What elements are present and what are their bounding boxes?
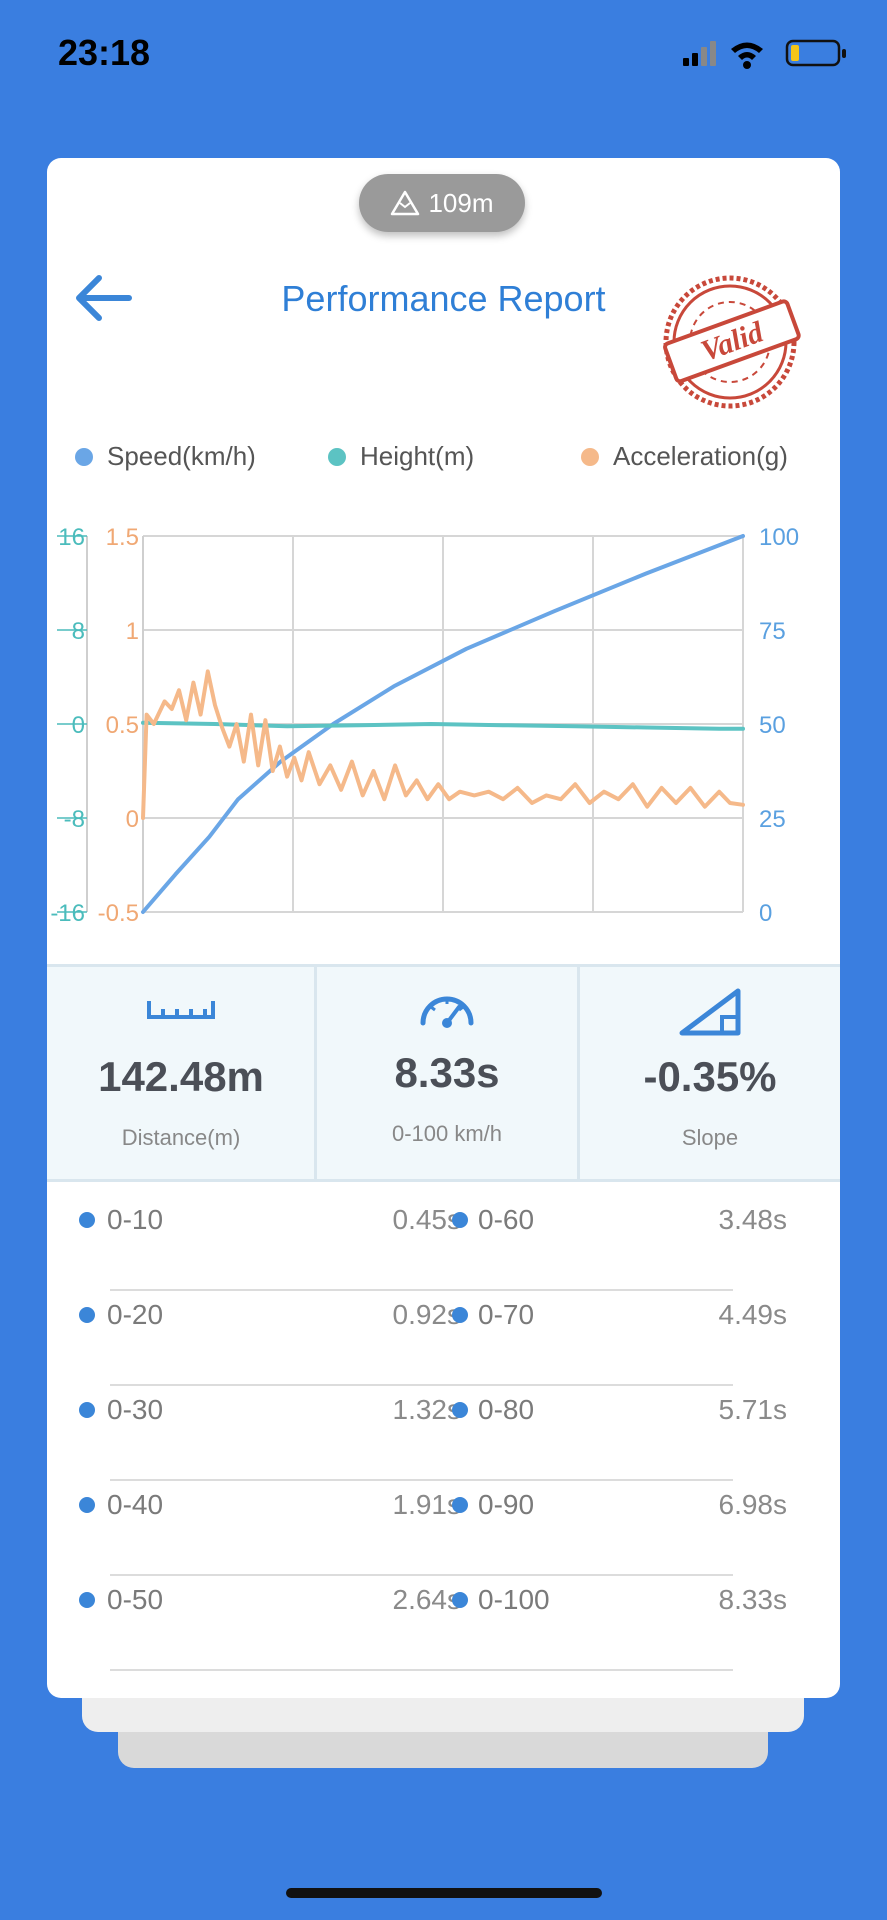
split-label: 0-100 (478, 1584, 550, 1615)
legend-item-acceleration: Acceleration(g) (581, 441, 788, 472)
bullet (452, 1497, 468, 1513)
status-time: 23:18 (58, 32, 151, 73)
battery-icon (785, 39, 846, 67)
split-label: 0-10 (107, 1204, 164, 1235)
row-divider (110, 1289, 733, 1291)
split-time: 0.45s (392, 1204, 462, 1235)
split-label: 0-20 (107, 1299, 164, 1330)
legend-label: Acceleration(g) (613, 441, 788, 471)
height-tick-label: 16 (58, 524, 85, 551)
split-time: 4.49s (718, 1299, 788, 1330)
height-tick-label: 0 (72, 712, 85, 739)
table-row: 0-40 1.91s 0-90 6.98s (47, 1481, 840, 1576)
stat-divider (577, 967, 580, 1179)
table-row: 0-20 0.92s 0-70 4.49s (47, 1291, 840, 1386)
legend-label: Height(m) (360, 441, 475, 471)
row-divider (110, 1669, 733, 1671)
altitude-badge: 109m (359, 174, 525, 232)
height-tick-label: -8 (64, 806, 85, 833)
bullet (79, 1592, 95, 1608)
stat-slope: -0.35% Slope (580, 967, 840, 1179)
split-time: 6.98s (718, 1489, 788, 1520)
split-time: 3.48s (718, 1204, 788, 1235)
bullet (79, 1212, 95, 1228)
table-row: 0-30 1.32s 0-80 5.71s (47, 1386, 840, 1481)
status-bar: 23:18 (0, 0, 887, 110)
bullet (452, 1307, 468, 1323)
split-time: 5.71s (718, 1394, 788, 1425)
altitude-value: 109m (428, 187, 494, 218)
split-label: 0-40 (107, 1489, 164, 1520)
speed-tick-label: 100 (759, 524, 799, 551)
split-label: 0-80 (478, 1394, 535, 1425)
stat-time: 8.33s 0-100 km/h (317, 967, 577, 1179)
row-divider (110, 1574, 733, 1576)
bullet (79, 1402, 95, 1418)
back-button[interactable] (69, 268, 139, 328)
page-title: Performance Report (281, 278, 606, 319)
slope-value: -0.35% (643, 1053, 777, 1100)
signal-icon (683, 41, 716, 66)
chart-legend: Speed(km/h) Height(m) Acceleration(g) (75, 441, 840, 481)
stat-divider (314, 967, 317, 1179)
height-tick-label: 8 (72, 618, 85, 645)
acceleration-tick-label: 1 (126, 618, 139, 645)
row-divider (110, 1384, 733, 1386)
table-row: 0-50 2.64s 0-100 8.33s (47, 1576, 840, 1671)
speedometer-icon (420, 996, 474, 1028)
split-time: 8.33s (718, 1584, 788, 1615)
legend-dot (328, 447, 346, 466)
ruler-icon (147, 1001, 215, 1019)
table-row: 0-10 0.45s 0-60 3.48s (47, 1196, 840, 1291)
row-divider (110, 1479, 733, 1481)
bullet (79, 1307, 95, 1323)
legend-dot (75, 447, 93, 466)
stat-distance: 142.48m Distance(m) (47, 967, 315, 1179)
bullet (79, 1497, 95, 1513)
distance-label: Distance(m) (121, 1125, 241, 1150)
acceleration-time-label: 0-100 km/h (391, 1121, 503, 1146)
acceleration-tick-label: -0.5 (98, 900, 139, 927)
split-label: 0-70 (478, 1299, 535, 1330)
split-label: 0-30 (107, 1394, 164, 1425)
bullet (452, 1592, 468, 1608)
speed-tick-label: 75 (759, 618, 786, 645)
split-label: 0-50 (107, 1584, 164, 1615)
acceleration-time-value: 8.33s (394, 1049, 500, 1096)
split-label: 0-60 (478, 1204, 535, 1235)
acceleration-tick-label: 1.5 (106, 524, 139, 551)
legend-item-speed: Speed(km/h) (75, 441, 256, 472)
mountain-icon (391, 190, 420, 216)
speed-tick-label: 0 (759, 900, 772, 927)
split-time: 2.64s (392, 1584, 462, 1615)
series-line-acceleration (141, 669, 745, 820)
acceleration-tick-label: 0 (126, 806, 139, 833)
legend-item-height: Height(m) (328, 441, 474, 472)
valid-stamp: Valid (657, 270, 807, 410)
arrow-left-icon (76, 275, 132, 321)
speed-tick-label: 25 (759, 806, 786, 833)
legend-dot (581, 447, 599, 466)
bullet (452, 1212, 468, 1228)
acceleration-tick-label: 0.5 (106, 712, 139, 739)
performance-report-card: 109m Performance Report Valid Speed(km/h… (47, 158, 840, 1698)
bullet (452, 1402, 468, 1418)
height-tick-label: -16 (50, 900, 85, 927)
performance-chart: 16 8 0 -8 -16 1.5 1 0.5 0 -0.5 100 75 50 25 0 (50, 524, 799, 927)
stats-panel: 142.48m Distance(m) 8.33s 0-100 km/h -0.… (47, 964, 840, 1182)
slope-icon (679, 988, 741, 1036)
slope-label: Slope (681, 1125, 739, 1150)
speed-tick-label: 50 (759, 712, 786, 739)
split-time: 1.32s (392, 1394, 462, 1425)
status-icons (683, 38, 853, 70)
split-label: 0-90 (478, 1489, 535, 1520)
wifi-icon (731, 42, 763, 69)
split-time: 1.91s (392, 1489, 462, 1520)
home-indicator (286, 1888, 602, 1898)
distance-value: 142.48m (98, 1053, 264, 1100)
split-time: 0.92s (392, 1299, 462, 1330)
legend-label: Speed(km/h) (107, 441, 256, 471)
